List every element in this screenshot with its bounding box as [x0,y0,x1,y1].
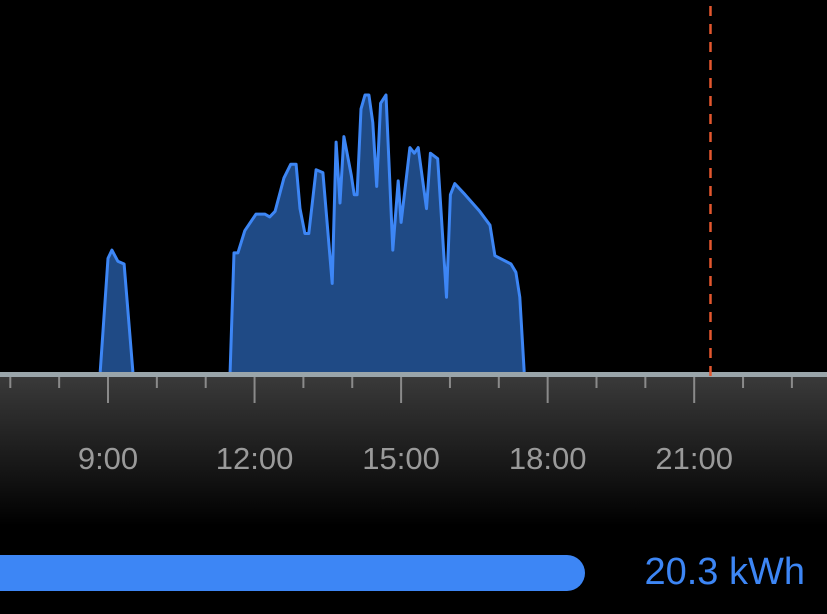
daily-total-value: 20.3 kWh [644,551,805,593]
x-tick-label: 18:00 [509,441,587,476]
x-tick-label: 15:00 [362,441,440,476]
production-area-1 [230,95,525,372]
production-line-0 [98,248,135,373]
x-tick-label: 21:00 [655,441,733,476]
production-line-1 [228,93,526,373]
x-axis-line [0,372,827,377]
x-tick-label: 9:00 [78,441,138,476]
x-tick-label: 12:00 [216,441,294,476]
daily-total-bar [0,555,585,591]
time-axis-band [0,376,827,526]
